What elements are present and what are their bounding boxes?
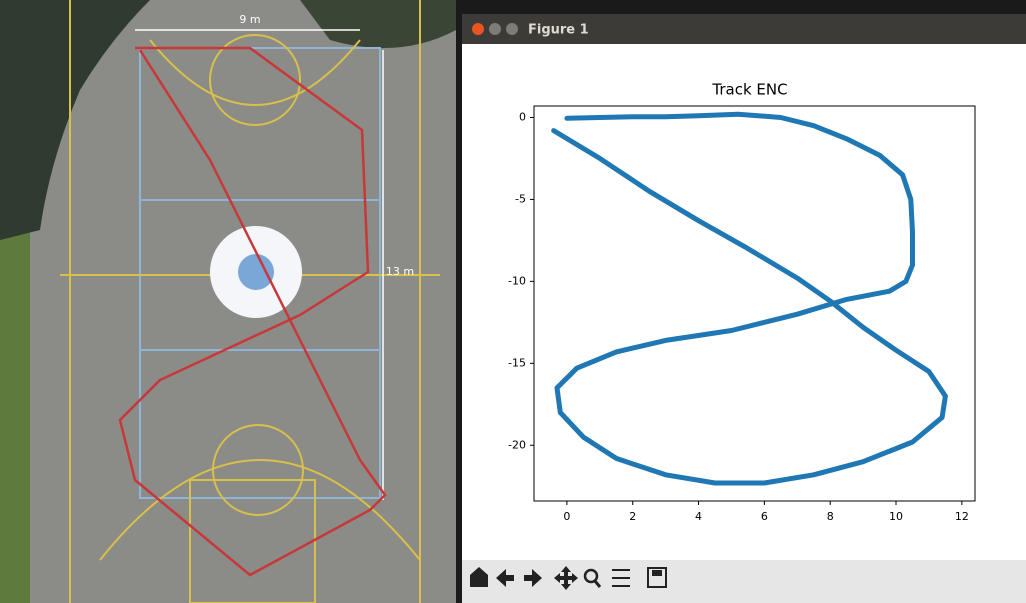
y-tick-label: -20 — [508, 438, 526, 451]
x-tick-label: 12 — [955, 510, 969, 523]
y-tick-label: -10 — [508, 274, 526, 287]
aerial-photo: 9 m 13 m — [0, 0, 456, 603]
x-tick-label: 4 — [695, 510, 702, 523]
window-title: Figure 1 — [528, 23, 589, 38]
photo-label: 9 m — [239, 13, 260, 26]
y-tick-label: -5 — [515, 192, 526, 205]
y-tick-label: 0 — [519, 110, 526, 123]
close-button[interactable] — [472, 23, 484, 35]
screen: 9 m 13 m Figure 1 Track ENC 0 2 4 6 8 10 12 0 -5… — [0, 0, 1026, 603]
figure-window: Figure 1 Track ENC 0 2 4 6 8 10 12 0 -5 -10 -15 -20 — [462, 14, 1026, 603]
x-tick-label: 0 — [563, 510, 570, 523]
y-tick-label: -15 — [508, 356, 526, 369]
x-tick-label: 2 — [629, 510, 636, 523]
x-tick-label: 8 — [827, 510, 834, 523]
maximize-button[interactable] — [506, 23, 518, 35]
x-tick-label: 10 — [889, 510, 903, 523]
x-tick-label: 6 — [761, 510, 768, 523]
photo-label: 13 m — [386, 265, 414, 278]
minimize-button[interactable] — [489, 23, 501, 35]
chart-title: Track ENC — [711, 81, 787, 99]
page: {"photo": {"labels": ["9 m", "13 m"]}, "… — [0, 0, 1026, 603]
